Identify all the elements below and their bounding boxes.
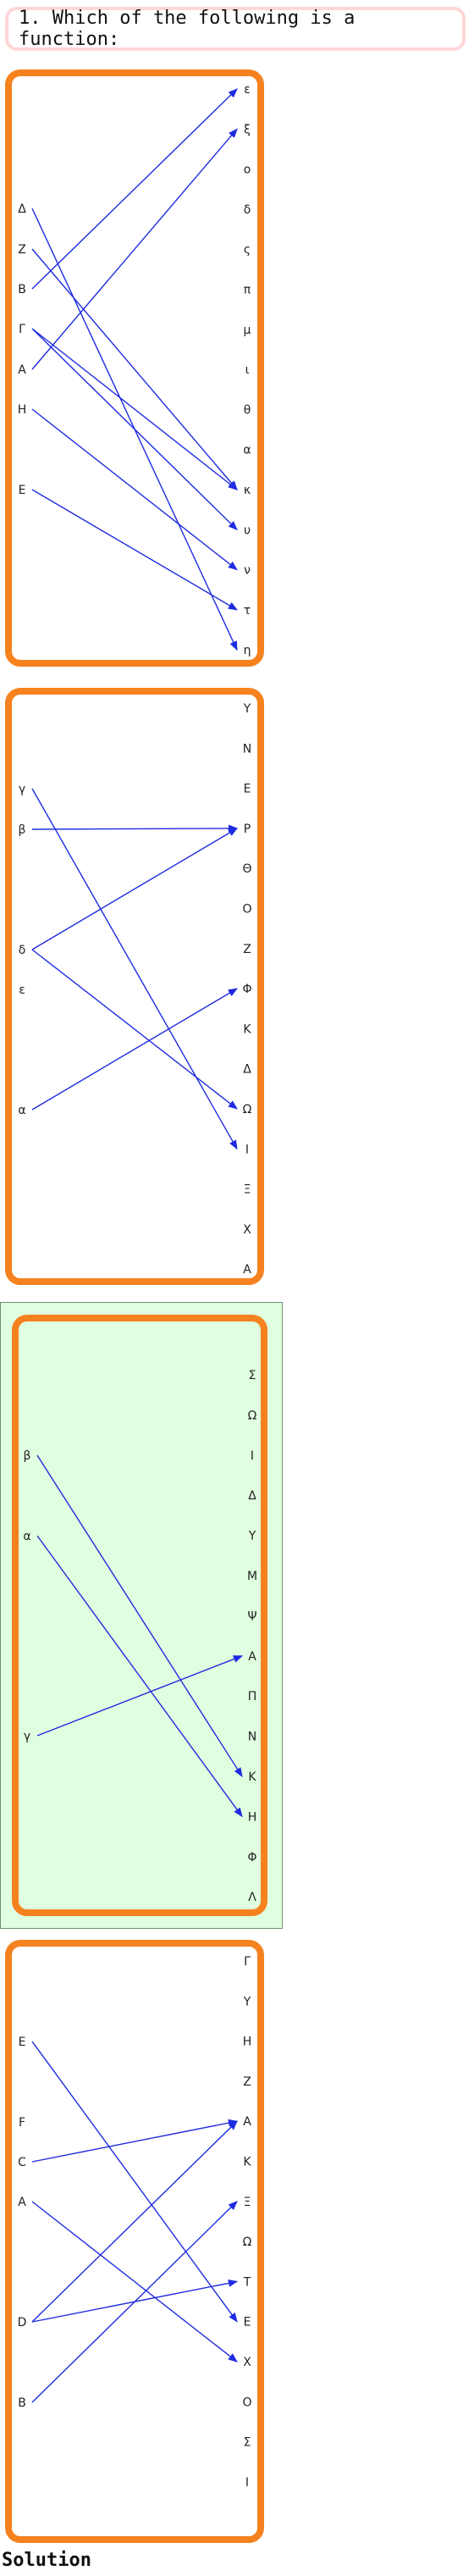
question-text: 1. Which of the following is a function: [5,7,466,51]
option-1-card[interactable] [5,69,264,667]
option-3-card[interactable] [12,1315,267,1916]
option-4-card[interactable] [5,1940,264,2543]
option-2-card[interactable] [5,688,264,1285]
solution-label: Solution [2,2550,91,2571]
